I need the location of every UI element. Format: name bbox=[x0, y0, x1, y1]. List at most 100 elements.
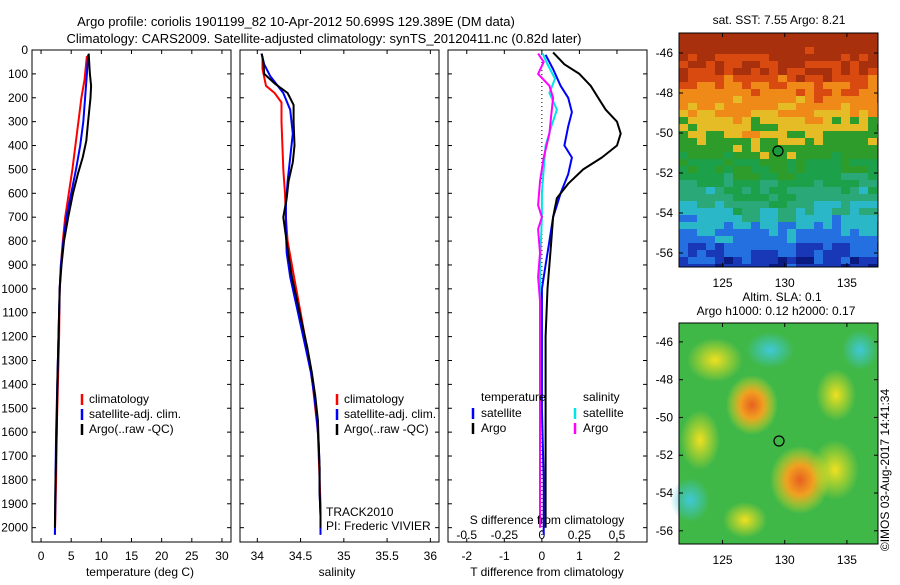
profile-line-salinity-argo bbox=[537, 53, 555, 528]
sst-cell bbox=[733, 166, 742, 173]
sst-cell bbox=[778, 131, 787, 138]
sst-cell bbox=[841, 68, 850, 75]
sst-cell bbox=[697, 131, 706, 138]
sst-cell bbox=[706, 131, 715, 138]
sst-cell bbox=[697, 61, 706, 68]
sst-cell bbox=[769, 180, 778, 187]
float-position-marker bbox=[773, 435, 785, 447]
sst-cell bbox=[769, 68, 778, 75]
sst-cell bbox=[697, 243, 706, 250]
sst-cell bbox=[760, 131, 769, 138]
sst-cell bbox=[823, 47, 832, 54]
sst-cell bbox=[751, 96, 760, 103]
temperature-tick-label: 15 bbox=[125, 549, 139, 563]
sst-cell bbox=[706, 110, 715, 117]
sst-cell bbox=[787, 236, 796, 243]
sst-cell bbox=[868, 33, 877, 40]
sst-cell bbox=[742, 68, 751, 75]
sst-cell bbox=[868, 117, 877, 124]
sst-cell bbox=[697, 257, 706, 264]
sst-cell bbox=[679, 152, 688, 159]
sst-cell bbox=[778, 152, 787, 159]
sst-cell bbox=[823, 145, 832, 152]
depth-tick-label: 1000 bbox=[1, 282, 28, 296]
sst-cell bbox=[796, 33, 805, 40]
sst-cell bbox=[868, 75, 877, 82]
sst-cell bbox=[724, 215, 733, 222]
sst-cell bbox=[778, 117, 787, 124]
temperature-difference-tick-labels: -2 -1 0 1 2 bbox=[461, 50, 621, 563]
sst-cell bbox=[823, 180, 832, 187]
sst-cell bbox=[769, 131, 778, 138]
sst-cell bbox=[805, 152, 814, 159]
sst-cell bbox=[706, 68, 715, 75]
sst-cell bbox=[751, 152, 760, 159]
sst-cell bbox=[805, 117, 814, 124]
sst-map: sat. SST: 7.55 Argo: 8.21 -46 -48 -50 -52 -5… bbox=[656, 13, 879, 290]
sst-cell bbox=[814, 250, 823, 257]
sst-cell bbox=[868, 250, 877, 257]
sst-cell bbox=[751, 89, 760, 96]
sst-cell bbox=[814, 68, 823, 75]
sst-cell bbox=[706, 187, 715, 194]
pi-label: PI: Frederic VIVIER bbox=[326, 519, 431, 533]
sst-cell bbox=[814, 201, 823, 208]
sst-cell bbox=[679, 201, 688, 208]
sst-cell bbox=[760, 138, 769, 145]
sst-cell bbox=[688, 257, 697, 264]
legend-label-temperature-argo: Argo bbox=[481, 421, 507, 435]
sst-cell bbox=[715, 187, 724, 194]
sst-cell bbox=[760, 152, 769, 159]
sst-cell bbox=[715, 75, 724, 82]
sst-cell bbox=[787, 152, 796, 159]
sst-cell bbox=[805, 124, 814, 131]
sst-cell bbox=[787, 82, 796, 89]
sst-cell bbox=[688, 180, 697, 187]
sst-cell bbox=[787, 215, 796, 222]
sst-cell bbox=[823, 187, 832, 194]
sst-cell bbox=[706, 243, 715, 250]
sst-cell bbox=[859, 180, 868, 187]
sst-cell bbox=[868, 110, 877, 117]
sst-cell bbox=[760, 159, 769, 166]
sst-cell bbox=[697, 117, 706, 124]
sst-cell bbox=[760, 103, 769, 110]
sst-cell bbox=[868, 194, 877, 201]
sst-cell bbox=[697, 152, 706, 159]
sst-cell bbox=[787, 264, 796, 267]
sst-cell bbox=[850, 180, 859, 187]
sst-cell bbox=[769, 229, 778, 236]
depth-tick-label: 1100 bbox=[2, 306, 28, 320]
sst-cell bbox=[742, 110, 751, 117]
sst-cell bbox=[724, 152, 733, 159]
sst-cell bbox=[688, 236, 697, 243]
depth-tick-label: 1400 bbox=[1, 377, 28, 391]
sst-cell bbox=[679, 103, 688, 110]
sst-cell bbox=[715, 40, 724, 47]
sst-cell bbox=[823, 96, 832, 103]
sst-cell bbox=[679, 264, 688, 267]
sst-cell bbox=[859, 82, 868, 89]
track-label: TRACK2010 bbox=[326, 505, 394, 519]
sst-cell bbox=[769, 54, 778, 61]
sst-cell bbox=[769, 89, 778, 96]
sst-cell bbox=[715, 117, 724, 124]
sst-cell bbox=[850, 110, 859, 117]
sst-cell bbox=[814, 89, 823, 96]
sst-cell bbox=[859, 222, 868, 229]
sst-cell bbox=[769, 96, 778, 103]
sst-cell bbox=[850, 68, 859, 75]
sst-cell bbox=[805, 40, 814, 47]
sst-cell bbox=[823, 124, 832, 131]
sst-cell bbox=[832, 145, 841, 152]
sst-cell bbox=[742, 145, 751, 152]
sst-cell bbox=[679, 229, 688, 236]
sst-cell bbox=[742, 236, 751, 243]
temperature-difference-tick-label: 0 bbox=[539, 549, 546, 563]
sst-cell bbox=[841, 257, 850, 264]
sst-cell bbox=[742, 201, 751, 208]
salinity-difference-tick-label: -0.5 bbox=[456, 528, 477, 542]
sst-cell bbox=[679, 124, 688, 131]
sst-cell bbox=[769, 40, 778, 47]
